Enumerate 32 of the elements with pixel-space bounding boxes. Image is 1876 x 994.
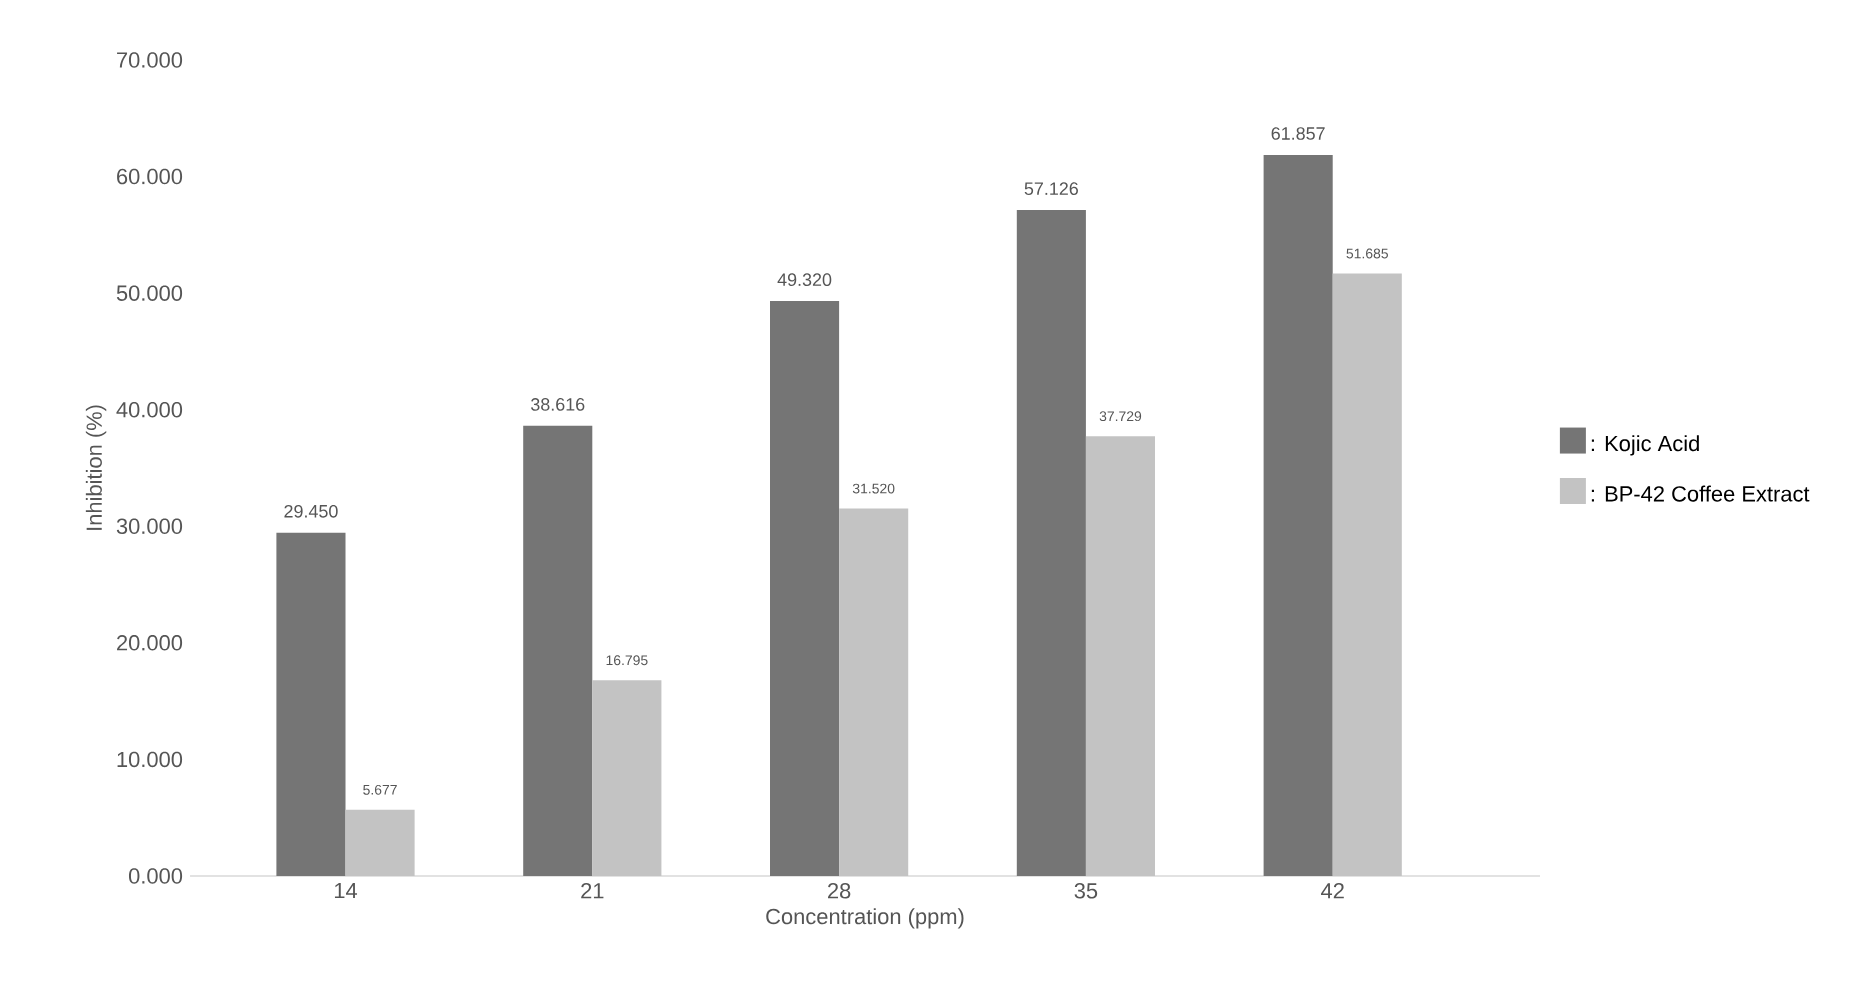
data-label: 57.126 bbox=[1024, 182, 1078, 196]
y-tick-label: 40.000 bbox=[116, 401, 183, 418]
y-tick-label: 0.000 bbox=[128, 868, 183, 884]
x-tick-label: 28 bbox=[828, 883, 851, 899]
y-tick-label: 60.000 bbox=[117, 168, 183, 185]
bar bbox=[1332, 273, 1402, 876]
data-label: 61.857 bbox=[1271, 127, 1325, 140]
legend-label: : BP-42 Coffee Extract bbox=[1591, 485, 1810, 502]
bar bbox=[276, 532, 346, 876]
y-tick-label: 30.000 bbox=[116, 518, 183, 535]
y-tick-label: 20.000 bbox=[117, 635, 183, 651]
x-tick-label: 42 bbox=[1321, 883, 1344, 899]
y-axis-title: Inhibition (%) bbox=[85, 405, 107, 530]
bar bbox=[592, 680, 662, 876]
legend-label: : Kojic Acid bbox=[1591, 435, 1699, 456]
bar bbox=[1016, 210, 1086, 876]
x-axis-title: Concentration (ppm) bbox=[766, 908, 964, 929]
x-tick-label: 14 bbox=[334, 883, 358, 899]
data-label: 29.450 bbox=[284, 504, 338, 518]
x-tick-label: 35 bbox=[1074, 883, 1098, 899]
data-label: 49.320 bbox=[777, 273, 832, 287]
bar bbox=[839, 508, 909, 876]
bar bbox=[1263, 154, 1333, 876]
bar bbox=[770, 301, 840, 876]
y-tick-label: 10.000 bbox=[117, 751, 183, 768]
x-tick-label: 21 bbox=[581, 883, 604, 899]
bar bbox=[345, 809, 415, 876]
bar bbox=[1085, 436, 1156, 876]
data-label: 38.616 bbox=[531, 398, 585, 411]
bar bbox=[523, 425, 593, 876]
y-tick-label: 70.000 bbox=[117, 52, 183, 68]
y-tick-label: 50.000 bbox=[116, 285, 183, 301]
